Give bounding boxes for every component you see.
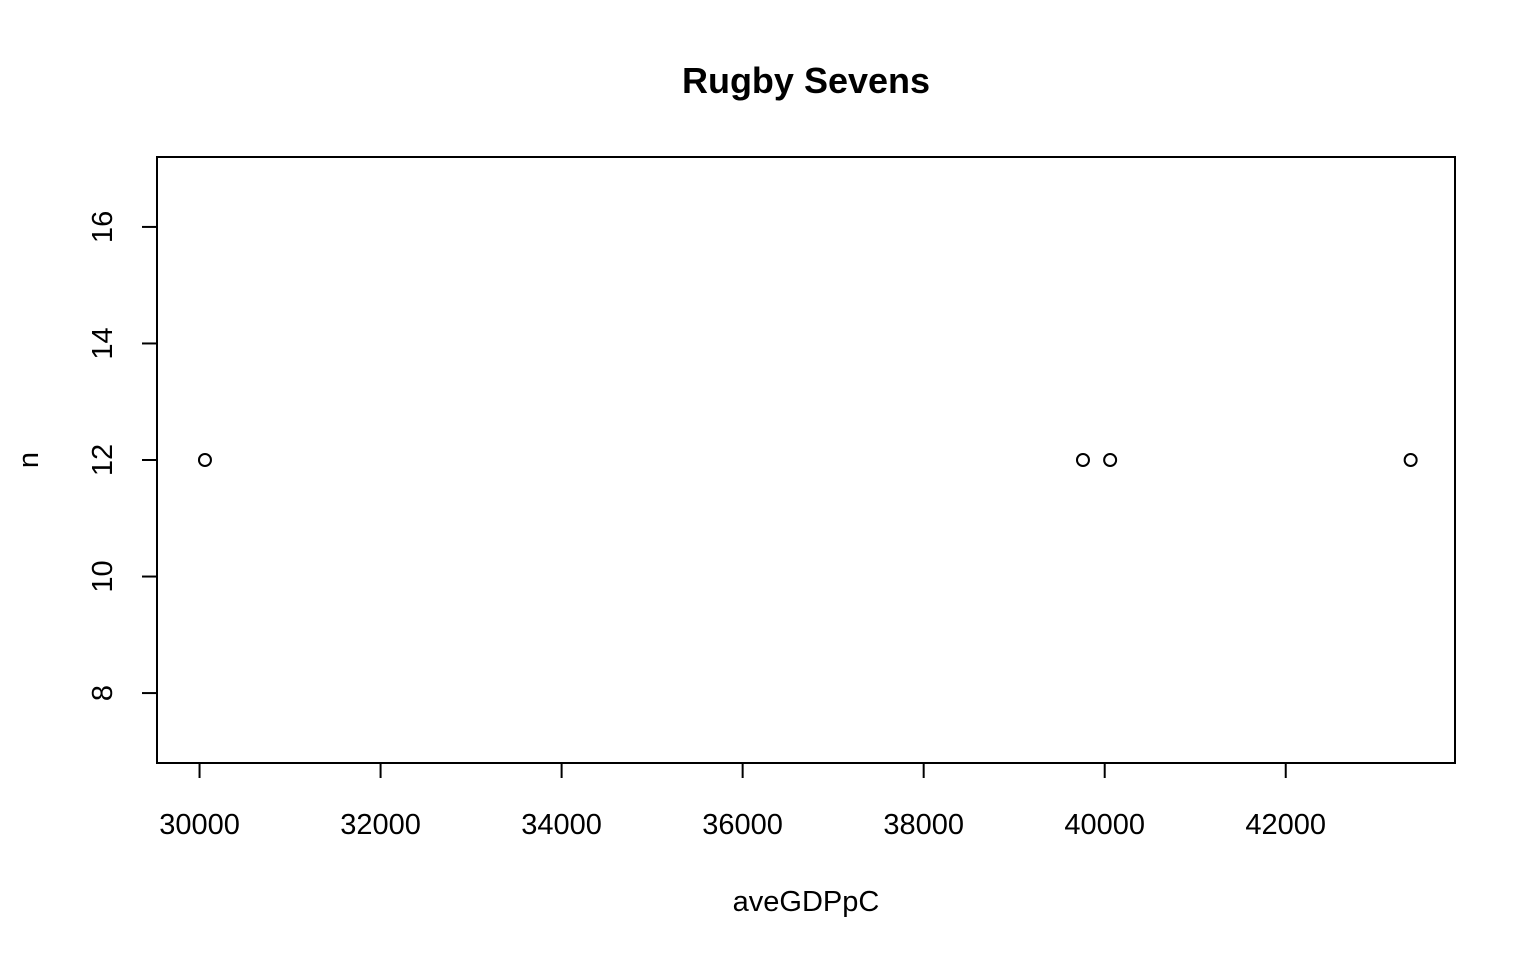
- x-tick-label: 42000: [1245, 809, 1326, 841]
- y-tick-label: 16: [87, 211, 119, 243]
- x-tick-label: 32000: [340, 809, 421, 841]
- x-axis: 30000 32000 34000 36000 38000 40000 42000: [159, 762, 1326, 841]
- data-point: [1103, 453, 1118, 467]
- x-tick-label: 34000: [521, 809, 602, 841]
- plot-frame: [156, 156, 1456, 764]
- y-tick-label: 8: [87, 685, 119, 701]
- data-points: [197, 453, 1418, 467]
- y-tick-label: 14: [87, 327, 119, 359]
- x-tick-label: 38000: [883, 809, 964, 841]
- data-point: [1403, 453, 1418, 467]
- x-axis-label: aveGDPpC: [733, 886, 880, 918]
- x-tick-label: 30000: [159, 809, 240, 841]
- y-tick-label: 12: [87, 444, 119, 476]
- x-tick-label: 36000: [702, 809, 783, 841]
- y-tick-label: 10: [87, 560, 119, 592]
- x-tick-label: 40000: [1064, 809, 1145, 841]
- chart-title: Rugby Sevens: [682, 60, 930, 101]
- data-point: [1075, 453, 1090, 467]
- data-point: [197, 453, 212, 467]
- y-axis: 8 10 12 14 16: [87, 211, 158, 701]
- y-axis-label: n: [13, 452, 45, 468]
